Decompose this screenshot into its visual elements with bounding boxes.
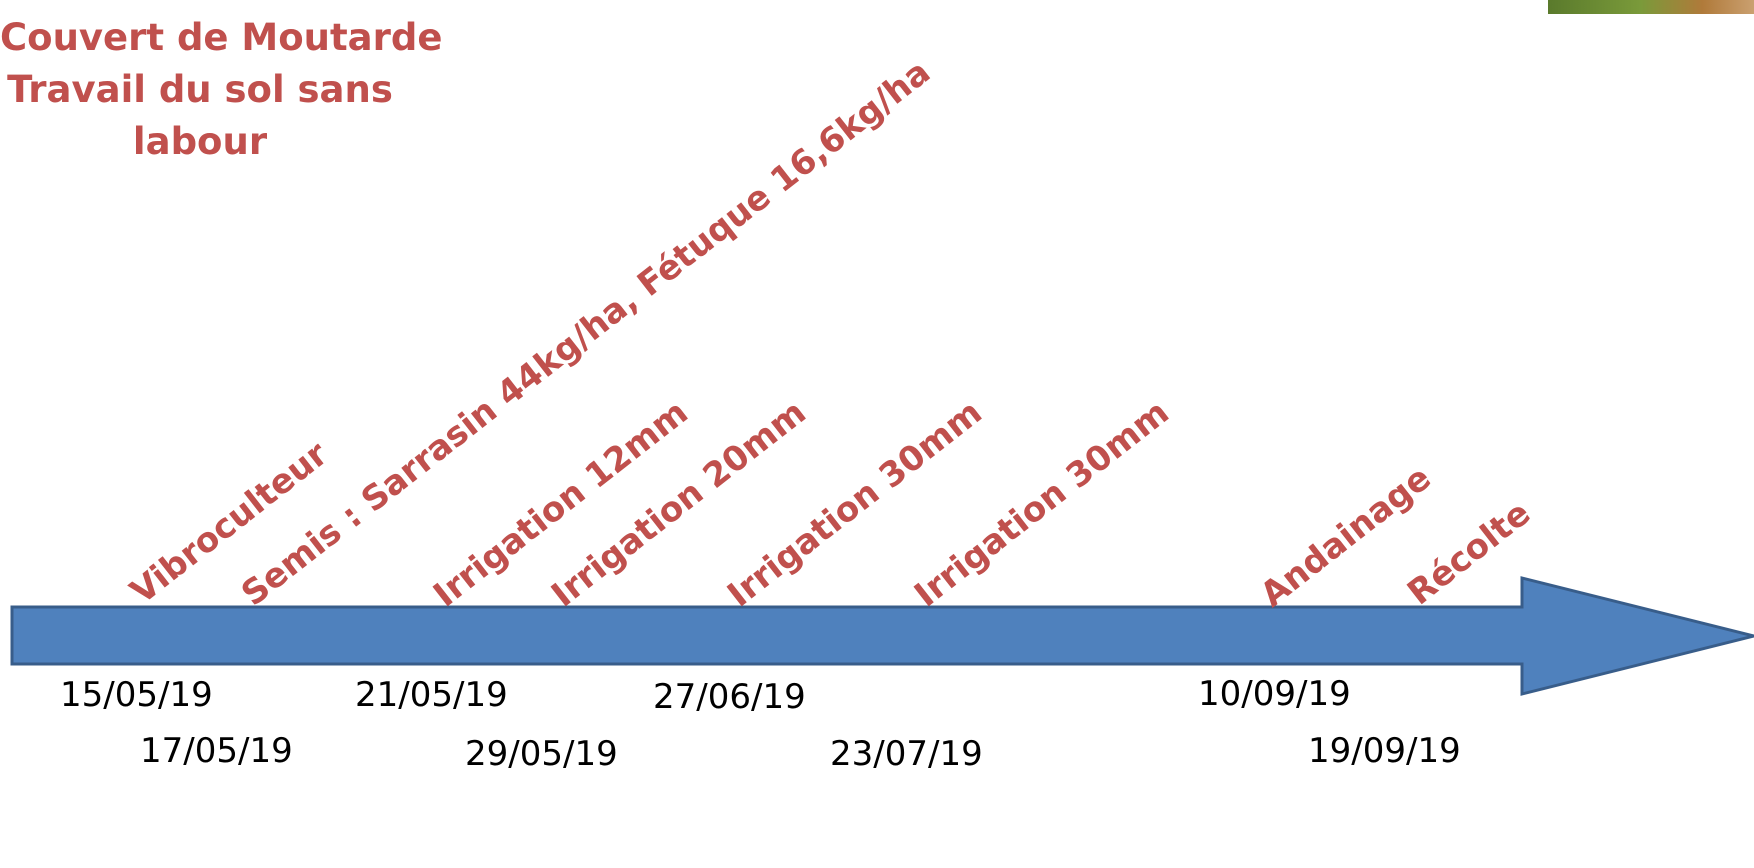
date-label: 17/05/19 xyxy=(140,731,293,771)
timeline-arrow-shape xyxy=(10,576,1754,696)
date-label: 29/05/19 xyxy=(465,734,618,774)
title-line-3: labour xyxy=(132,120,268,163)
title-line-1: Couvert de Moutarde xyxy=(0,16,443,59)
title-line-2: Travail du sol sans xyxy=(7,68,393,111)
date-label: 21/05/19 xyxy=(355,675,508,715)
date-label: 15/05/19 xyxy=(60,675,213,715)
date-label: 19/09/19 xyxy=(1308,731,1461,771)
crop-photo xyxy=(1548,0,1754,14)
date-label: 23/07/19 xyxy=(830,734,983,774)
diagram-title: Couvert de Moutarde Travail du sol sans … xyxy=(0,12,443,168)
date-label: 10/09/19 xyxy=(1198,674,1351,714)
date-label: 27/06/19 xyxy=(653,677,806,717)
